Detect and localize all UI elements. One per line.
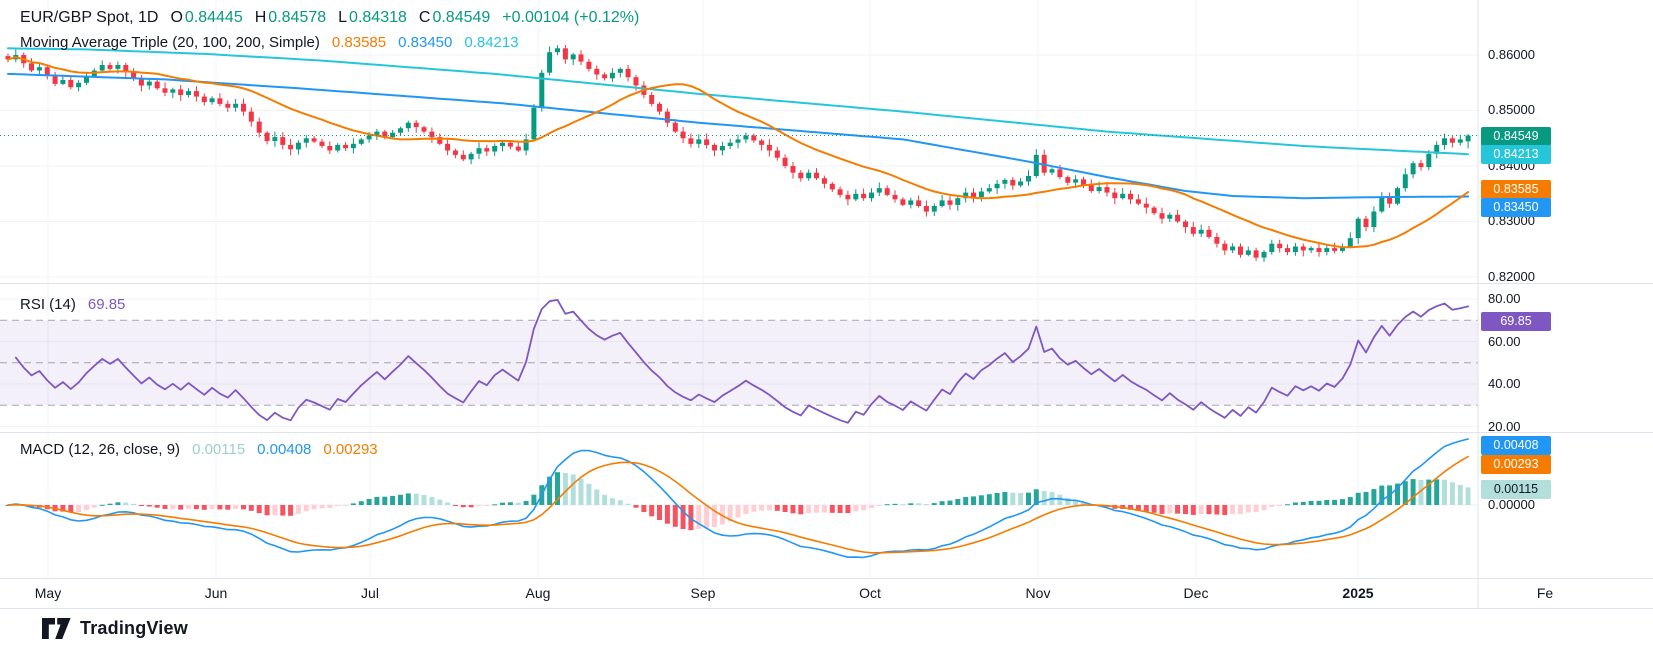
time-axis-label: Oct xyxy=(859,585,881,601)
rsi-axis-label: 60.00 xyxy=(1488,334,1521,349)
ma-label: Moving Average Triple (20, 100, 200, Sim… xyxy=(20,34,320,51)
rsi-axis-label: 40.00 xyxy=(1488,376,1521,391)
macd-hist-value: 0.00115 xyxy=(192,441,246,458)
rsi-value: 69.85 xyxy=(87,296,126,313)
price-axis-label: 0.86000 xyxy=(1488,47,1535,62)
rsi-label: RSI (14) xyxy=(20,296,76,313)
rsi-axis-label: 80.00 xyxy=(1488,291,1521,306)
time-axis-label: Fe xyxy=(1536,585,1554,601)
time-axis-label: Aug xyxy=(525,585,551,601)
macd-signal-value: 0.00293 xyxy=(323,441,378,458)
ma20-value: 0.83585 xyxy=(331,34,387,51)
time-axis-label: Dec xyxy=(1183,585,1209,601)
rsi-axis-badge: 69.85 xyxy=(1481,312,1551,331)
ohlc-low: L 0.84318 xyxy=(338,9,407,26)
time-axis-label: May xyxy=(34,585,62,601)
time-axis-label: Jul xyxy=(361,585,379,601)
tradingview-logo-icon xyxy=(42,618,71,639)
price-axis-label: 0.82000 xyxy=(1488,269,1535,284)
price-axis-badge: 0.84549 xyxy=(1481,127,1551,146)
ohlc-close: C 0.84549 xyxy=(418,9,491,26)
macd-label: MACD (12, 26, close, 9) xyxy=(20,441,181,458)
macd-axis-badge: 0.00115 xyxy=(1481,480,1551,499)
tradingview-logo-link[interactable]: TradingView xyxy=(42,618,188,639)
ohlc-open: O 0.84445 xyxy=(170,9,243,26)
price-axis-badge: 0.83450 xyxy=(1481,198,1551,217)
tradingview-logo-text: TradingView xyxy=(80,618,188,638)
price-axis-label: 0.85000 xyxy=(1488,102,1535,117)
rsi-indicator-legend[interactable]: RSI (14) 69.85 xyxy=(20,296,125,313)
ma-indicator-legend[interactable]: Moving Average Triple (20, 100, 200, Sim… xyxy=(20,34,519,51)
macd-axis-badge: 0.00293 xyxy=(1481,455,1551,474)
rsi-axis-label: 20.00 xyxy=(1488,419,1521,434)
time-axis-label: 2025 xyxy=(1342,585,1374,601)
ohlc-high: H 0.84578 xyxy=(254,9,327,26)
macd-line-value: 0.00408 xyxy=(257,441,312,458)
time-axis-label: Nov xyxy=(1025,585,1051,601)
price-axis-badge: 0.83585 xyxy=(1481,180,1551,199)
macd-axis-label: 0.00000 xyxy=(1488,497,1535,512)
ma100-value: 0.83450 xyxy=(398,34,453,51)
time-axis-label: Jun xyxy=(204,585,228,601)
time-axis-label: Sep xyxy=(690,585,716,601)
change-value: +0.00104 (+0.12%) xyxy=(502,9,640,26)
symbol-legend[interactable]: EUR/GBP Spot, 1D O 0.84445 H 0.84578 L 0.84… xyxy=(20,9,639,27)
price-axis-badge: 0.84213 xyxy=(1481,145,1551,164)
macd-indicator-legend[interactable]: MACD (12, 26, close, 9) 0.00115 0.00408 … xyxy=(20,441,378,458)
symbol-title: EUR/GBP Spot, 1D xyxy=(20,9,159,26)
macd-axis-badge: 0.00408 xyxy=(1481,436,1551,455)
ma200-value: 0.84213 xyxy=(464,34,519,51)
